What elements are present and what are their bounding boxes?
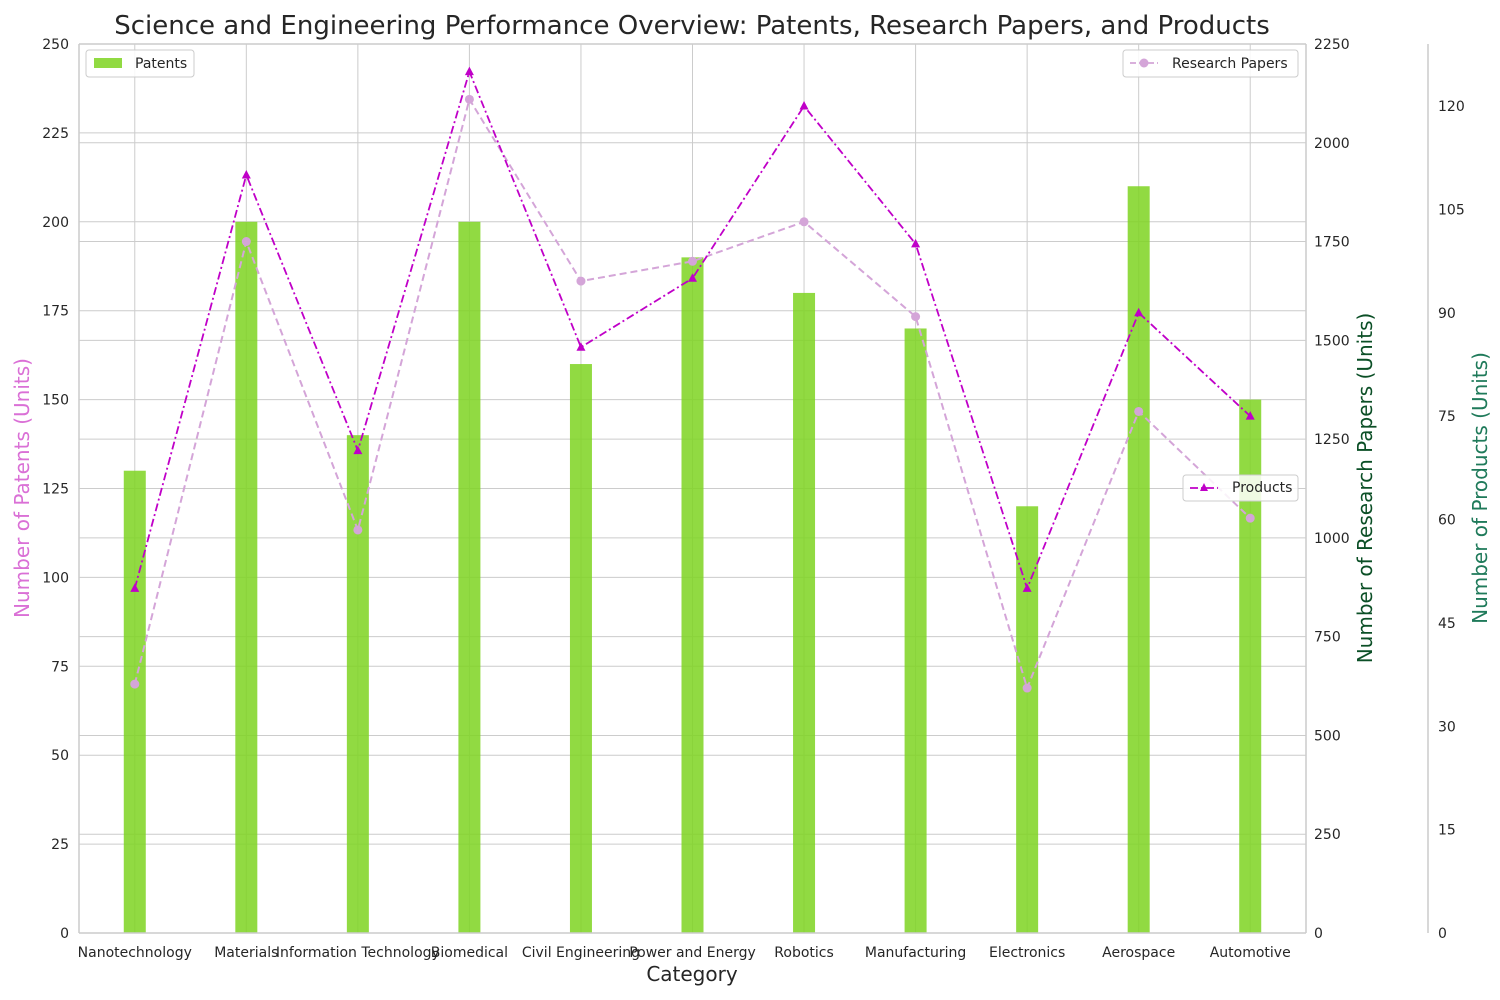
bar-patents — [1239, 399, 1262, 934]
tick-label-research-papers: 1750 — [1314, 235, 1350, 251]
tick-label-left: 100 — [42, 570, 69, 586]
tick-label-left: 0 — [60, 926, 69, 942]
patents-bars — [123, 186, 1262, 934]
legend-patents: Patents — [85, 49, 195, 78]
y-axis-label-products: Number of Products (Units) — [1468, 352, 1492, 624]
tick-label-left: 150 — [42, 393, 69, 409]
bar-patents — [235, 221, 258, 934]
tick-label-category: Materials — [214, 945, 278, 961]
tick-label-left: 75 — [51, 659, 69, 675]
legend-products: Products — [1182, 474, 1299, 502]
bar-patents — [123, 470, 146, 933]
bar-patents — [458, 221, 481, 934]
tick-label-research-papers: 2000 — [1314, 136, 1350, 152]
tick-label-category: Biomedical — [431, 945, 508, 961]
tick-label-category: Civil Engineering — [522, 945, 640, 961]
tick-label-products: 15 — [1438, 823, 1456, 839]
point-products — [688, 273, 697, 282]
point-products — [1022, 583, 1032, 592]
tick-label-products: 60 — [1438, 513, 1456, 529]
point-products — [464, 66, 474, 76]
tick-label-products: 45 — [1438, 616, 1456, 632]
tick-label-category: Information Technology — [276, 945, 440, 961]
point-research-papers — [1134, 406, 1144, 416]
point-research-papers — [353, 525, 363, 535]
legend-products-label: Products — [1232, 480, 1292, 496]
axes — [78, 43, 1429, 934]
tick-label-category: Robotics — [774, 945, 834, 961]
tick-label-left: 225 — [42, 126, 69, 142]
tick-label-category: Manufacturing — [865, 945, 966, 961]
point-research-papers — [130, 679, 140, 689]
bar-patents — [904, 328, 927, 934]
line-products — [133, 68, 1251, 592]
tick-label-research-papers: 500 — [1314, 728, 1341, 744]
tick-label-research-papers: 0 — [1314, 926, 1323, 942]
tick-label-left: 25 — [51, 837, 69, 853]
point-products — [353, 445, 363, 455]
chart-title: Science and Engineering Performance Over… — [114, 11, 1270, 41]
tick-label-research-papers: 1000 — [1314, 531, 1350, 547]
tick-label-category: Power and Energy — [629, 945, 756, 961]
tick-labels: 0255075100125150175200225250025050075010… — [42, 37, 1464, 961]
tick-label-left: 200 — [42, 215, 69, 231]
tick-label-left: 175 — [42, 304, 69, 320]
bar-patents — [1016, 506, 1039, 933]
point-products — [1134, 307, 1144, 317]
legend-research-papers: Research Papers — [1122, 49, 1299, 78]
tick-label-left: 50 — [51, 748, 69, 764]
tick-label-products: 105 — [1438, 202, 1465, 218]
x-axis-label: Category — [646, 962, 738, 986]
point-research-papers — [911, 312, 921, 322]
legend-research-papers-label: Research Papers — [1172, 56, 1288, 72]
point-products — [130, 583, 140, 592]
bar-patents — [569, 364, 592, 933]
point-research-papers — [688, 256, 697, 266]
tick-label-research-papers: 250 — [1314, 827, 1341, 843]
tick-label-category: Automotive — [1210, 945, 1291, 961]
bar-patents — [346, 435, 369, 933]
tick-label-products: 75 — [1438, 409, 1456, 425]
point-research-papers — [464, 94, 474, 104]
point-products — [576, 342, 586, 351]
point-research-papers — [576, 276, 586, 286]
tick-label-products: 30 — [1438, 719, 1456, 735]
tick-label-products: 120 — [1438, 99, 1465, 115]
point-research-papers — [241, 237, 251, 247]
point-research-papers — [1022, 683, 1032, 693]
y-axis-label-research-papers: Number of Research Papers (Units) — [1353, 313, 1377, 664]
y-axis-label-patents: Number of Patents (Units) — [10, 358, 34, 618]
series-lines — [130, 66, 1255, 693]
bar-patents — [793, 292, 816, 933]
point-products — [241, 169, 251, 179]
tick-label-left: 250 — [42, 37, 69, 53]
tick-label-research-papers: 1500 — [1314, 333, 1350, 349]
tick-label-category: Aerospace — [1102, 945, 1175, 961]
tick-label-products: 90 — [1438, 306, 1456, 322]
legend-patents-label: Patents — [135, 56, 187, 72]
bar-patents — [681, 257, 704, 933]
point-products — [799, 101, 809, 110]
tick-label-category: Electronics — [989, 945, 1065, 961]
tick-label-left: 125 — [42, 482, 69, 498]
tick-label-research-papers: 1250 — [1314, 432, 1350, 448]
tick-label-products: 0 — [1438, 926, 1447, 942]
point-products — [1245, 411, 1255, 420]
line-research-papers — [133, 96, 1251, 692]
point-products — [911, 238, 921, 248]
tick-label-research-papers: 2250 — [1314, 37, 1350, 53]
point-research-papers — [1245, 513, 1255, 523]
bar-patents — [1127, 186, 1150, 934]
tick-label-category: Nanotechnology — [78, 945, 192, 961]
point-research-papers — [799, 217, 809, 227]
tick-label-research-papers: 750 — [1314, 630, 1341, 646]
